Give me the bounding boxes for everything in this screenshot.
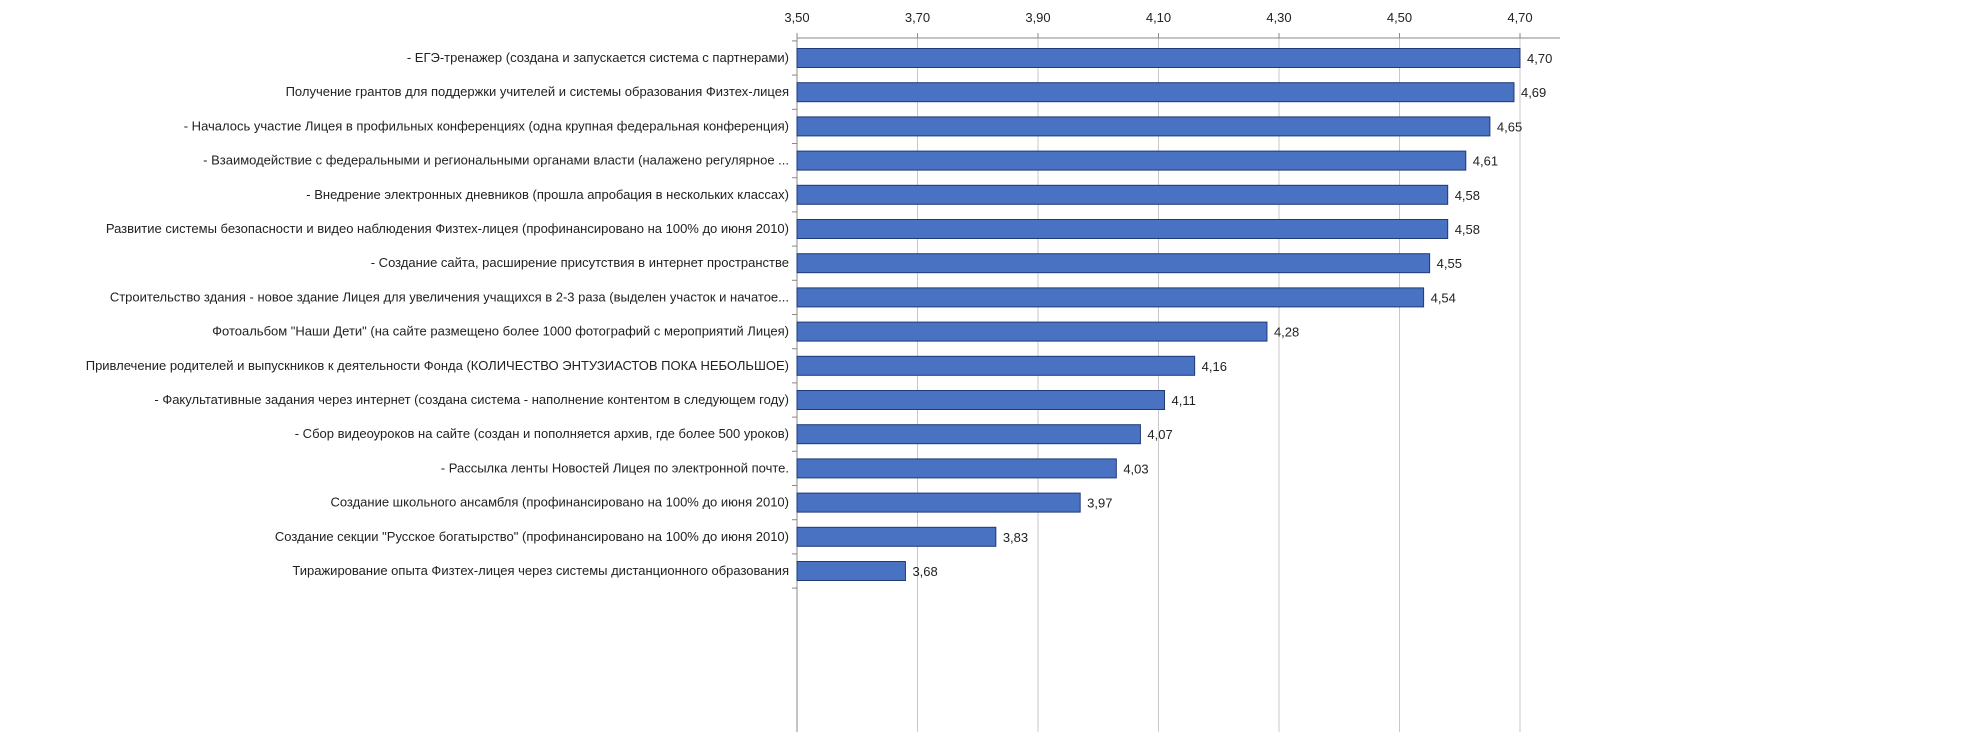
data-label: 3,97 (1087, 496, 1112, 511)
bar (796, 390, 1166, 410)
bar (796, 150, 1467, 171)
data-label: 4,58 (1455, 222, 1480, 237)
category-label: - ЕГЭ-тренажер (создана и запускается си… (407, 50, 789, 65)
data-label: 4,07 (1147, 427, 1172, 442)
data-label: 4,70 (1527, 51, 1552, 66)
tick-label: 3,50 (784, 10, 809, 25)
bar (796, 321, 1268, 342)
data-label: 3,83 (1003, 530, 1028, 545)
gridlines (917, 38, 1521, 732)
category-label: Тиражирование опыта Физтех-лицея через с… (292, 563, 789, 578)
category-label: - Внедрение электронных дневников (прошл… (306, 187, 789, 202)
bar (796, 526, 997, 547)
tick-label: 4,30 (1266, 10, 1291, 25)
data-label: 4,16 (1202, 359, 1227, 374)
value-axis: 3,50 3,70 3,90 4,10 4,30 4,50 4,70 (784, 10, 1560, 732)
data-label: 4,69 (1521, 85, 1546, 100)
category-label: - Взаимодействие с федеральными и регион… (203, 153, 789, 168)
data-label: 4,03 (1123, 461, 1148, 476)
bar (796, 219, 1449, 239)
data-label: 4,28 (1274, 325, 1299, 340)
category-label: Получение грантов для поддержки учителей… (286, 84, 789, 99)
data-label: 4,65 (1497, 119, 1522, 134)
tick-label: 4,50 (1387, 10, 1412, 25)
bar (796, 561, 906, 581)
data-label: 4,55 (1437, 256, 1462, 271)
category-label: Привлечение родителей и выпускников к де… (86, 358, 789, 373)
bar (796, 116, 1491, 137)
data-label: 4,58 (1455, 188, 1480, 203)
tick-label: 4,70 (1507, 10, 1532, 25)
bar (796, 355, 1196, 376)
data-label: 4,54 (1431, 290, 1456, 305)
category-label: - Началось участие Лицея в профильных ко… (184, 118, 789, 133)
data-label: 3,68 (912, 564, 937, 579)
tick-label: 3,70 (905, 10, 930, 25)
data-labels: 4,70 4,69 4,65 4,61 4,58 4,58 4,55 4,54 4,28 4,16… (912, 51, 1552, 579)
bar (796, 287, 1425, 308)
bar (796, 492, 1081, 513)
bar (796, 253, 1431, 274)
tick-label: 3,90 (1025, 10, 1050, 25)
data-label: 4,61 (1473, 154, 1498, 169)
bar (796, 424, 1141, 445)
category-label: - Факультативные задания через интернет … (154, 392, 789, 407)
category-labels: - ЕГЭ-тренажер (создана и запускается си… (86, 50, 789, 578)
category-label: - Рассылка ленты Новостей Лицея по элект… (441, 460, 789, 475)
tick-label: 4,10 (1146, 10, 1171, 25)
bars (796, 48, 1521, 581)
bar (796, 184, 1449, 205)
bar (796, 458, 1117, 479)
category-label: Создание школьного ансамбля (профинансир… (330, 495, 789, 510)
data-label: 4,11 (1172, 393, 1196, 408)
category-label: Создание секции "Русское богатырство" (п… (275, 529, 789, 544)
bar (796, 82, 1515, 103)
category-label: Развитие системы безопасности и видео на… (106, 221, 789, 236)
category-label: - Сбор видеоуроков на сайте (создан и по… (295, 426, 789, 441)
category-label: Строительство здания - новое здание Лице… (110, 289, 789, 304)
bar (796, 48, 1521, 68)
category-label: - Создание сайта, расширение присутствия… (371, 255, 789, 270)
category-label: Фотоальбом "Наши Дети" (на сайте размеще… (212, 324, 789, 339)
